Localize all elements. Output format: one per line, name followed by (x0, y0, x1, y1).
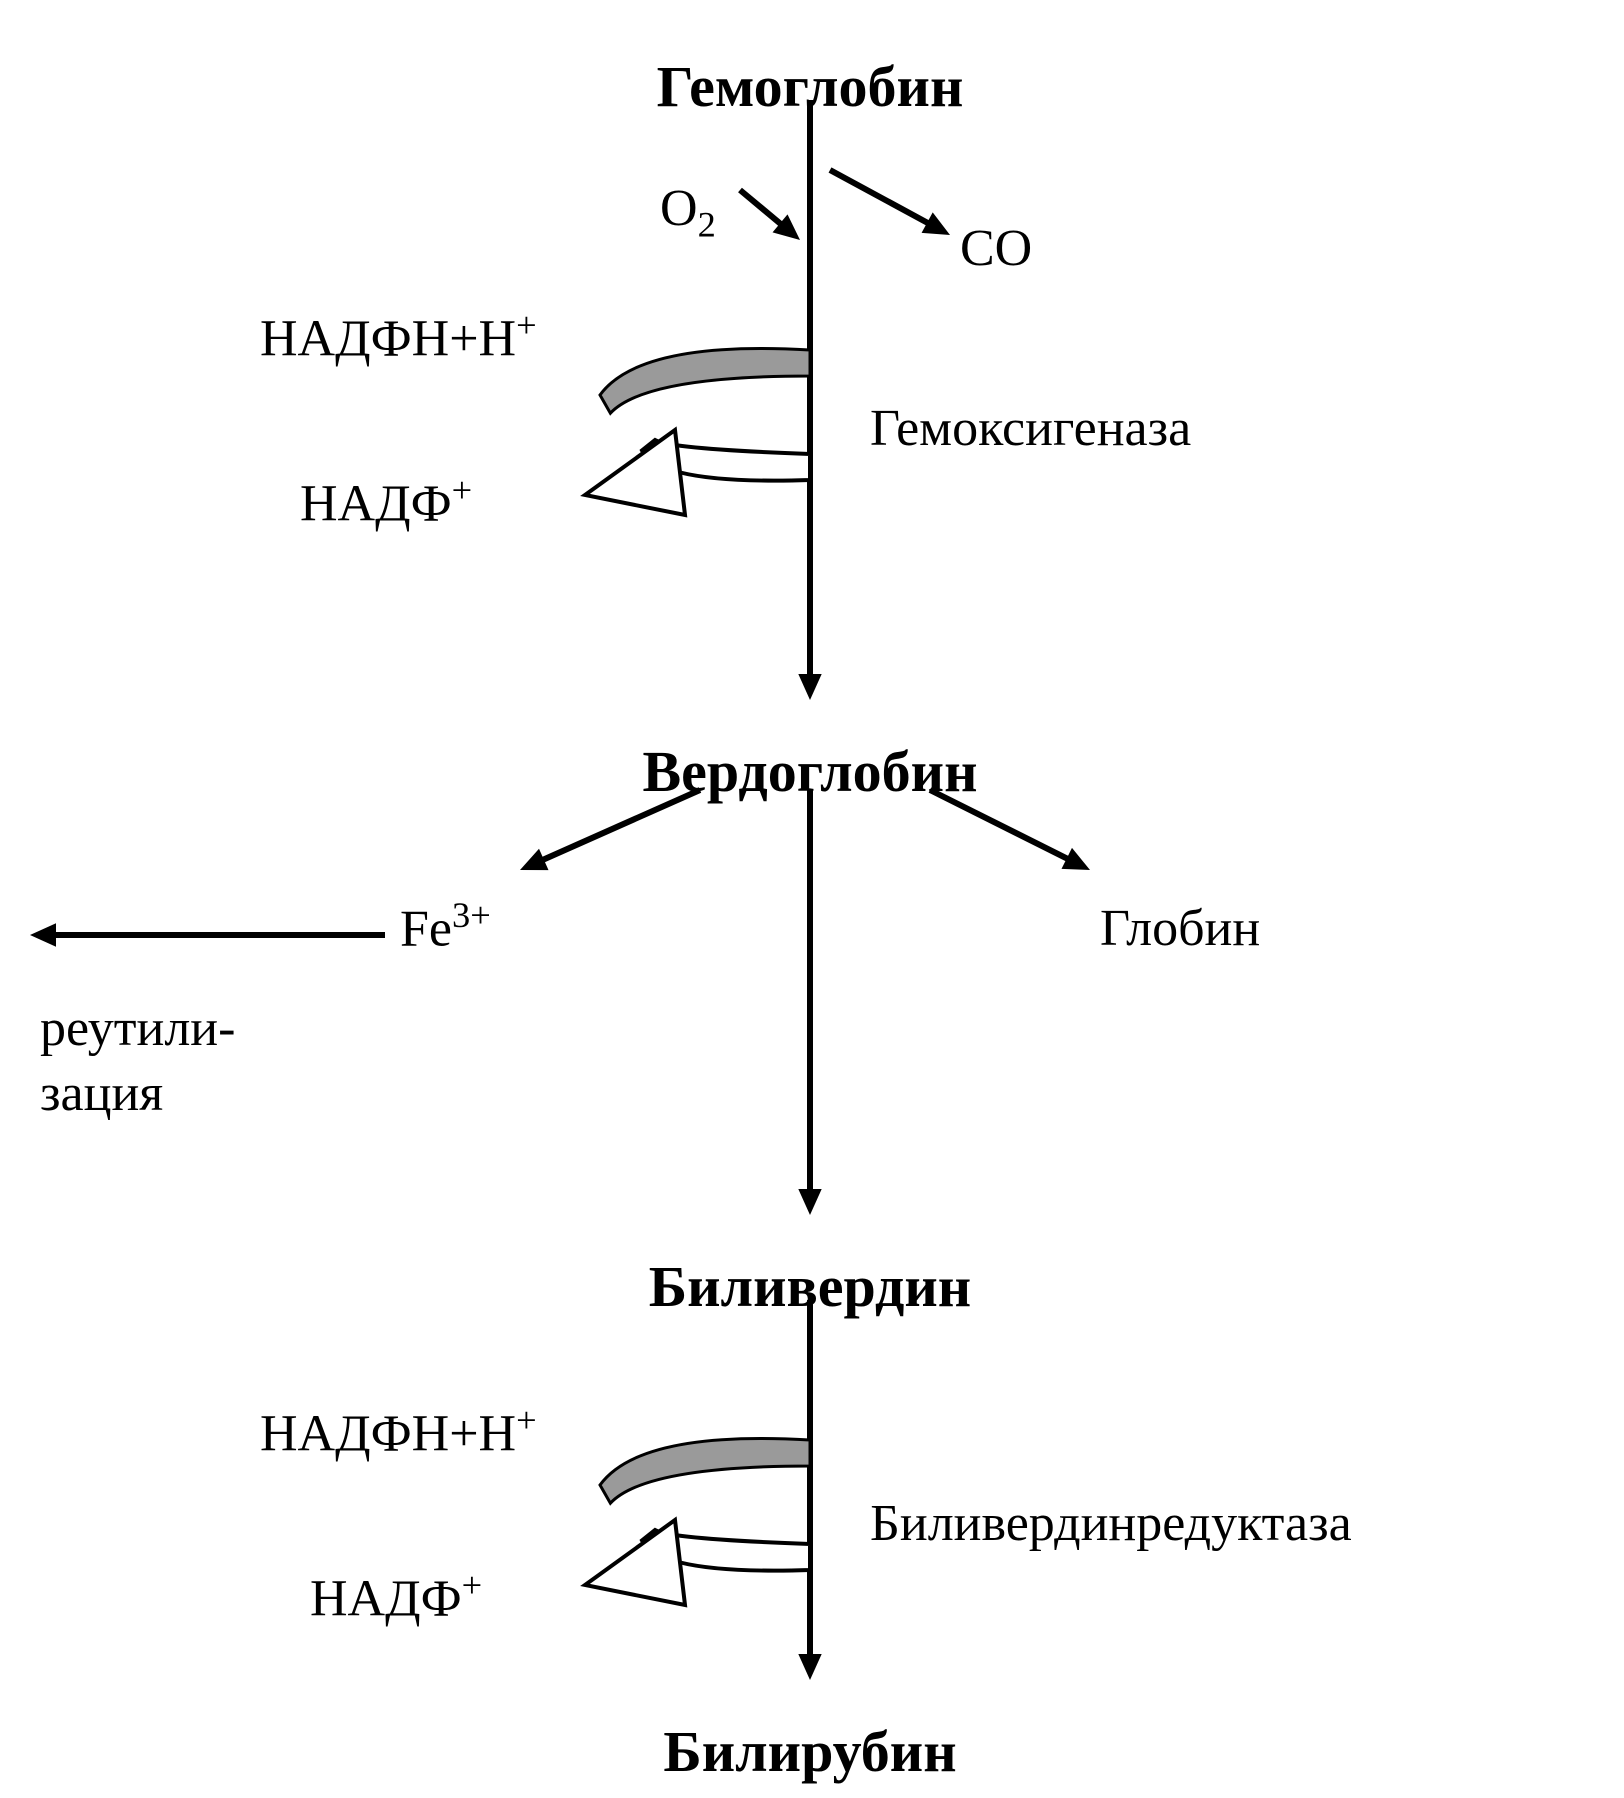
label-biliverdin: Биливердин (649, 1255, 971, 1319)
label-co: CO (960, 220, 1032, 277)
label-nadp1: НАДФ+ (300, 470, 472, 533)
arrow-biliverdin-to-bilirubin (798, 1300, 821, 1680)
label-fe3-text: Fe (400, 900, 452, 957)
label-nadp2-sup: + (462, 1565, 483, 1605)
label-verdoglobin-text: Вердоглобин (642, 739, 977, 804)
arrow-o2-in (740, 190, 800, 240)
label-globin-text: Глобин (1100, 900, 1260, 957)
label-verdoglobin: Вердоглобин (642, 740, 977, 804)
label-o2-text: O (660, 180, 698, 237)
label-hemoxygenase-text: Гемоксигеназа (870, 400, 1191, 457)
label-bvreductase: Биливердинредуктаза (870, 1495, 1352, 1552)
label-bilirubin-text: Билирубин (663, 1719, 956, 1784)
label-reutil1-text: реутили- (40, 1000, 235, 1057)
label-biliverdin-text: Биливердин (649, 1254, 971, 1319)
label-o2: O2 (660, 180, 716, 244)
label-co-text: CO (960, 220, 1032, 277)
label-nadph2-sup: + (516, 1400, 537, 1440)
label-fe3: Fe3+ (400, 895, 491, 958)
label-nadph2-text: НАДФН+Н (260, 1405, 516, 1462)
nadph-cycle-2 (585, 1438, 810, 1605)
label-o2-sub: 2 (698, 204, 716, 244)
label-fe3-sup: 3+ (452, 895, 491, 935)
arrow-fe-to-reutilization (30, 923, 385, 946)
label-nadph2: НАДФН+Н+ (260, 1400, 537, 1463)
label-nadp1-text: НАДФ (300, 475, 452, 532)
label-nadph1-text: НАДФН+Н (260, 310, 516, 367)
label-globin: Глобин (1100, 900, 1260, 957)
label-nadp2-text: НАДФ (310, 1570, 462, 1627)
arrow-co-out (830, 170, 950, 235)
label-reutil2: зация (40, 1065, 163, 1122)
label-hemoglobin: Гемоглобин (657, 55, 964, 119)
arrow-layer (0, 0, 1624, 1798)
diagram-stage: ГемоглобинO2COНАДФН+Н+НАДФ+Гемоксигеназа… (0, 0, 1624, 1798)
label-nadph1: НАДФН+Н+ (260, 305, 537, 368)
label-hemoxygenase: Гемоксигеназа (870, 400, 1191, 457)
label-hemoglobin-text: Гемоглобин (657, 54, 964, 119)
label-nadp1-sup: + (452, 470, 473, 510)
label-bilirubin: Билирубин (663, 1720, 956, 1784)
label-bvreductase-text: Биливердинредуктаза (870, 1495, 1352, 1552)
arrow-hemoglobin-to-verdoglobin (798, 100, 821, 700)
label-reutil2-text: зация (40, 1065, 163, 1122)
nadph-cycle-1 (585, 348, 810, 515)
label-nadph1-sup: + (516, 305, 537, 345)
arrow-verdoglobin-to-biliverdin (798, 790, 821, 1215)
label-nadp2: НАДФ+ (310, 1565, 482, 1628)
label-reutil1: реутили- (40, 1000, 235, 1057)
